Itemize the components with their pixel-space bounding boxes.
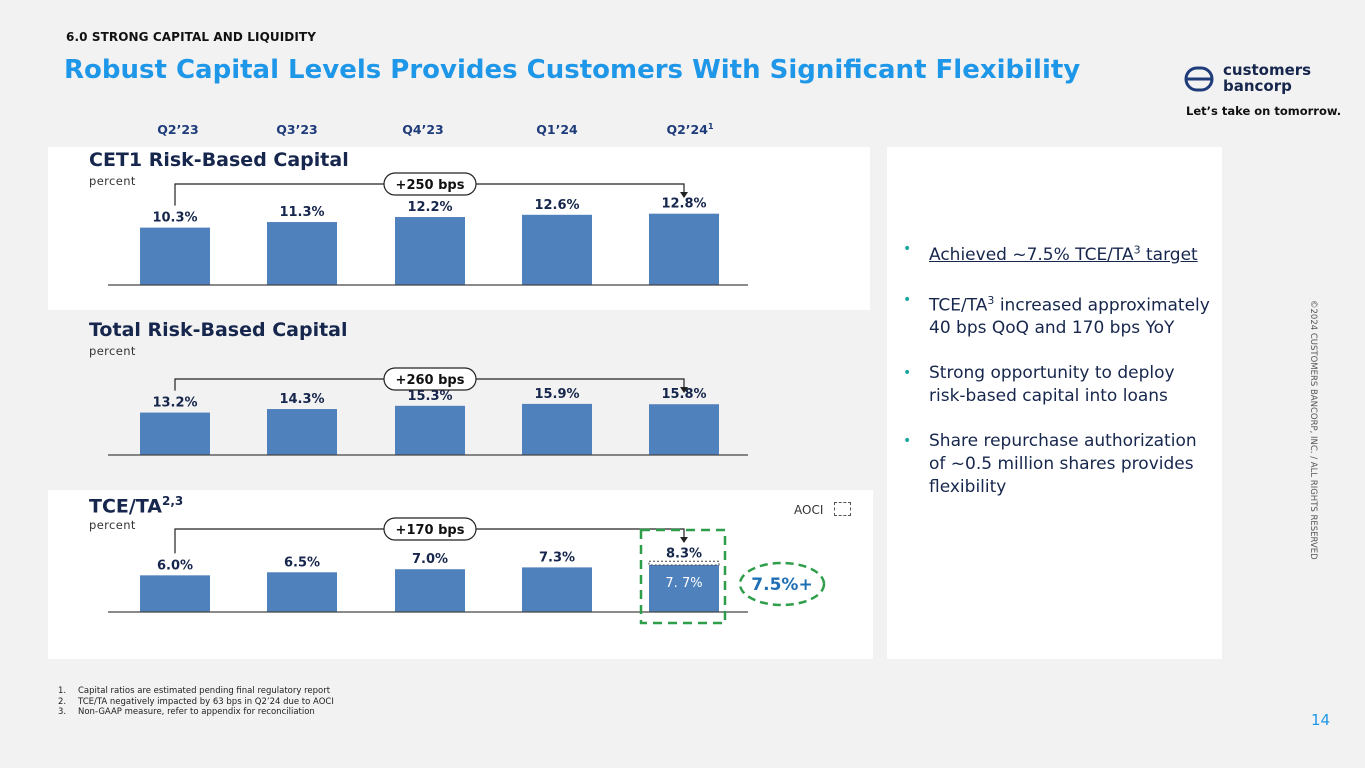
bancorp-logo-icon bbox=[1184, 66, 1214, 92]
bullet-1-sup: 3 bbox=[1134, 243, 1141, 256]
data-label-2: 6.5% bbox=[284, 555, 320, 570]
data-label-4: 15.9% bbox=[534, 387, 579, 402]
bullet-dot-icon: • bbox=[903, 430, 911, 453]
bar-4 bbox=[522, 404, 592, 455]
bar-3 bbox=[395, 569, 465, 612]
trbc-bar-chart: 13.2% 14.3% 15.3% 15.9% 15.8% +260 bps bbox=[0, 360, 880, 470]
bullet-dot-icon: • bbox=[903, 362, 911, 385]
footnote-2-num: 2. bbox=[58, 697, 78, 708]
data-label-2: 14.3% bbox=[279, 392, 324, 407]
target-label: 7.5%+ bbox=[751, 575, 812, 595]
data-label-3: 12.2% bbox=[407, 200, 452, 215]
bar-1 bbox=[140, 575, 210, 612]
bullet-1-post: target bbox=[1141, 245, 1198, 265]
footnote-1: 1. Capital ratios are estimated pending f… bbox=[58, 686, 334, 697]
logo-line-2: bancorp bbox=[1223, 78, 1311, 94]
page-number: 14 bbox=[1311, 711, 1330, 729]
bullet-1-pre: Achieved ~7.5% TCE/TA bbox=[929, 245, 1134, 265]
copyright-text: ©2024 CUSTOMERS BANCORP, INC. / ALL RIGH… bbox=[1308, 300, 1318, 560]
bullet-2-pre: TCE/TA bbox=[929, 295, 987, 315]
data-label-5: 12.8% bbox=[661, 197, 706, 212]
copyright-vertical: ©2024 CUSTOMERS BANCORP, INC. / ALL RIGH… bbox=[1307, 300, 1323, 620]
bullet-3-text: Strong opportunity to deploy risk-based … bbox=[929, 363, 1175, 406]
bullet-item-4: • Share repurchase authorization of ~0.5 … bbox=[903, 430, 1213, 499]
bar-2 bbox=[267, 572, 337, 612]
bullet-item-1: • Achieved ~7.5% TCE/TA3 target bbox=[903, 238, 1213, 267]
bracket-arrow-icon bbox=[680, 537, 688, 543]
section-label: 6.0 STRONG CAPITAL AND LIQUIDITY bbox=[66, 30, 316, 44]
bracket-label: +170 bps bbox=[396, 523, 465, 538]
footnote-2-text: TCE/TA negatively impacted by 63 bps in … bbox=[78, 697, 334, 708]
bullet-dot-icon: • bbox=[903, 238, 911, 261]
aoci-legend-swatch bbox=[834, 502, 851, 516]
data-label-5: 8.3% bbox=[666, 546, 702, 561]
data-label-2: 11.3% bbox=[279, 205, 324, 220]
bracket-label: +250 bps bbox=[396, 178, 465, 193]
data-label-1: 13.2% bbox=[152, 396, 197, 411]
tagline: Let’s take on tomorrow. bbox=[1186, 104, 1341, 118]
bullet-text-1: Achieved ~7.5% TCE/TA3 target bbox=[929, 245, 1198, 265]
quarter-header-5: Q2’241 bbox=[650, 122, 730, 137]
aoci-extension-bar bbox=[649, 561, 719, 565]
bullet-item-2: • TCE/TA3 increased approximately 40 bps … bbox=[903, 289, 1213, 341]
bar-4 bbox=[522, 567, 592, 612]
bar-5 bbox=[649, 214, 719, 285]
bar-3 bbox=[395, 217, 465, 285]
footnotes: 1. Capital ratios are estimated pending f… bbox=[58, 686, 334, 718]
bar-1 bbox=[140, 228, 210, 285]
data-label-1: 10.3% bbox=[152, 211, 197, 226]
footnote-1-num: 1. bbox=[58, 686, 78, 697]
logo-text: customers bancorp bbox=[1223, 62, 1311, 94]
footnote-3-num: 3. bbox=[58, 707, 78, 718]
quarter-header-4: Q1’24 bbox=[517, 122, 597, 137]
footnote-3-text: Non-GAAP measure, refer to appendix for … bbox=[78, 707, 315, 718]
quarter-header-2: Q3’23 bbox=[257, 122, 337, 137]
data-label-3: 15.3% bbox=[407, 389, 452, 404]
data-label-1: 6.0% bbox=[157, 558, 193, 573]
data-label-4: 12.6% bbox=[534, 198, 579, 213]
quarter-header-1: Q2’23 bbox=[138, 122, 218, 137]
trbc-chart-subtitle: percent bbox=[89, 344, 136, 358]
aoci-legend-label: AOCI bbox=[794, 503, 823, 517]
bullet-dot-icon: • bbox=[903, 289, 911, 312]
quarter-header-3: Q4’23 bbox=[383, 122, 463, 137]
bar-4 bbox=[522, 215, 592, 285]
bar-inner-label: 7. 7% bbox=[665, 576, 702, 591]
quarter-header-5-label: Q2’24 bbox=[666, 122, 707, 137]
bar-5 bbox=[649, 404, 719, 455]
cet1-bar-chart: 10.3% 11.3% 12.2% 12.6% 12.8% +250 bps bbox=[0, 160, 880, 300]
bar-3 bbox=[395, 406, 465, 455]
bar-2 bbox=[267, 222, 337, 285]
footnote-2: 2. TCE/TA negatively impacted by 63 bps i… bbox=[58, 697, 334, 708]
bracket-label: +260 bps bbox=[396, 373, 465, 388]
data-label-3: 7.0% bbox=[412, 552, 448, 567]
key-points-list: • Achieved ~7.5% TCE/TA3 target • TCE/TA3 … bbox=[903, 238, 1213, 521]
bar-1 bbox=[140, 413, 210, 455]
data-label-4: 7.3% bbox=[539, 550, 575, 565]
page-title: Robust Capital Levels Provides Customers… bbox=[64, 55, 1080, 85]
quarter-footnote-marker: 1 bbox=[708, 122, 714, 131]
bullet-item-3: • Strong opportunity to deploy risk-based… bbox=[903, 362, 1213, 408]
bullet-4-text: Share repurchase authorization of ~0.5 m… bbox=[929, 431, 1197, 497]
logo-line-1: customers bbox=[1223, 62, 1311, 78]
trbc-chart-title: Total Risk-Based Capital bbox=[89, 319, 348, 341]
tce-bar-chart: 6.0% 6.5% 7.0% 7.3% 7. 7% 8.3% +170 bps 7.5%+ bbox=[0, 500, 880, 635]
footnote-1-text: Capital ratios are estimated pending fin… bbox=[78, 686, 330, 697]
bar-2 bbox=[267, 409, 337, 455]
footnote-3: 3. Non-GAAP measure, refer to appendix fo… bbox=[58, 707, 334, 718]
